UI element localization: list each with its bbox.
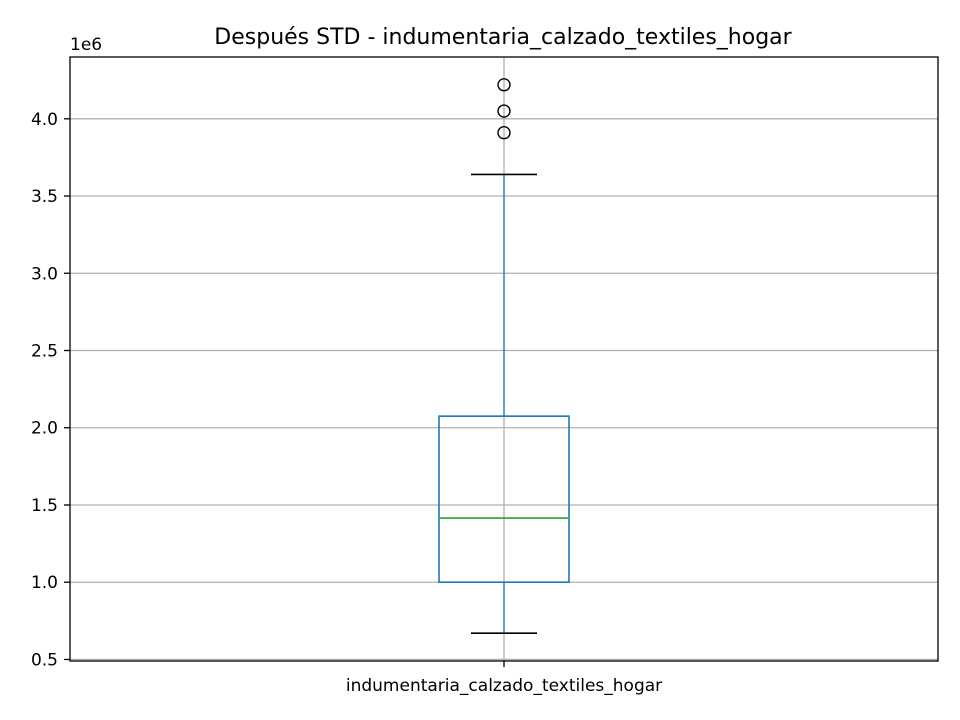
- iqr-box: [438, 415, 570, 584]
- box-layer: [438, 78, 570, 634]
- axis-layer: 0.5 1.0 1.5 2.0 2.5 3.0 3.5 4.0 indumentaria_cal…: [31, 110, 662, 696]
- y-tick-label: 1.0: [31, 573, 58, 593]
- outlier-point: [497, 125, 511, 140]
- y-axis-scale-label: 1e6: [70, 35, 102, 55]
- plot-frame: [69, 56, 939, 662]
- y-tick-label: 1.5: [31, 496, 58, 516]
- box-group: [438, 78, 570, 634]
- outlier-point: [497, 104, 511, 118]
- y-tick-label: 3.5: [31, 187, 58, 207]
- outlier-point: [497, 78, 511, 92]
- x-tick-label: indumentaria_calzado_textiles_hogar: [346, 676, 662, 696]
- y-tick-label: 2.0: [31, 419, 58, 439]
- chart-title: Después STD - indumentaria_calzado_texti…: [214, 25, 792, 50]
- y-tick-label: 2.5: [31, 342, 58, 362]
- y-tick-label: 4.0: [31, 110, 58, 130]
- y-tick-label: 3.0: [31, 264, 58, 284]
- y-tick-label: 0.5: [31, 650, 58, 670]
